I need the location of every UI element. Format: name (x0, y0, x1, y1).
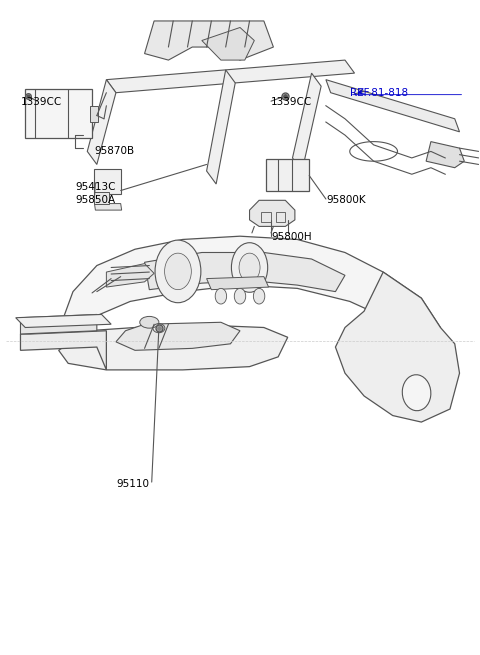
Polygon shape (21, 331, 107, 370)
Polygon shape (426, 141, 464, 168)
Circle shape (155, 240, 201, 303)
Circle shape (253, 288, 265, 304)
Polygon shape (336, 272, 459, 422)
Bar (90, 105, 98, 122)
Bar (262, 212, 271, 222)
Polygon shape (59, 324, 288, 370)
Bar (95, 169, 120, 194)
Text: 1339CC: 1339CC (21, 98, 62, 107)
Text: 95800H: 95800H (271, 233, 312, 242)
Circle shape (165, 253, 192, 290)
Text: 95850A: 95850A (75, 195, 116, 205)
Polygon shape (206, 70, 235, 184)
Circle shape (231, 243, 268, 292)
Text: REF.81-818: REF.81-818 (350, 88, 408, 98)
Text: 1339CC: 1339CC (271, 98, 312, 107)
Polygon shape (326, 80, 459, 132)
Circle shape (215, 288, 227, 304)
Ellipse shape (402, 375, 431, 411)
Polygon shape (16, 314, 111, 328)
Polygon shape (107, 263, 154, 287)
Polygon shape (116, 322, 240, 350)
Text: 95800K: 95800K (326, 195, 366, 205)
Polygon shape (202, 28, 254, 60)
Bar (95, 192, 109, 204)
Ellipse shape (140, 316, 159, 328)
Bar (276, 212, 285, 222)
Circle shape (239, 253, 260, 282)
Polygon shape (21, 314, 97, 334)
Polygon shape (59, 236, 441, 344)
Polygon shape (144, 21, 274, 60)
Bar (25, 90, 92, 138)
Circle shape (234, 288, 246, 304)
Bar (266, 159, 309, 191)
Text: 95413C: 95413C (75, 182, 116, 193)
Polygon shape (95, 204, 121, 210)
Polygon shape (292, 73, 321, 171)
Polygon shape (206, 276, 269, 290)
Polygon shape (250, 200, 295, 227)
Polygon shape (87, 80, 116, 164)
Polygon shape (107, 60, 355, 93)
Polygon shape (144, 252, 345, 291)
Text: 95110: 95110 (116, 479, 149, 489)
Text: 95870B: 95870B (95, 147, 134, 157)
